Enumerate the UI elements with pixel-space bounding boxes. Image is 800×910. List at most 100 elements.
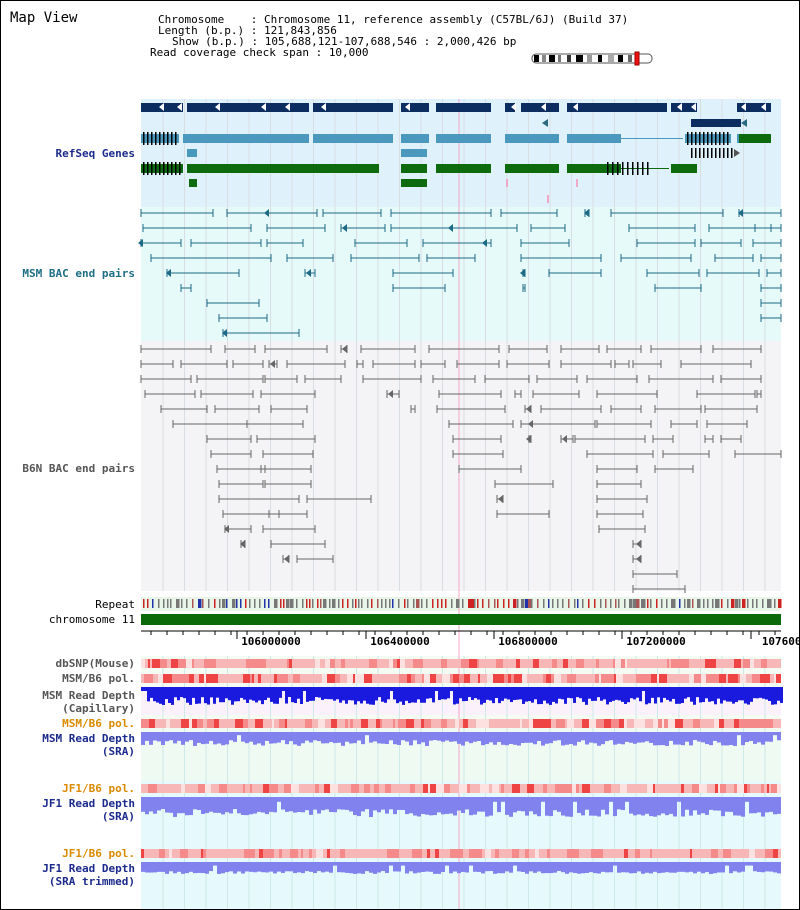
repeat-element[interactable] [552, 599, 554, 608]
jf1-b6-pol-segment[interactable] [545, 784, 547, 793]
dbsnp-segment[interactable] [148, 659, 150, 668]
jf1-b6-pol-segment[interactable] [718, 784, 720, 793]
jf1-depth-sra-bar[interactable] [389, 797, 393, 810]
jf1-b6-pol-segment[interactable] [565, 784, 572, 793]
msm-bac-arrow[interactable] [448, 224, 453, 232]
jf1-depth-trimmed-bar[interactable] [449, 862, 453, 874]
msm-bac-arrow[interactable] [138, 239, 143, 247]
msm-depth-capillary-bar[interactable] [261, 687, 264, 705]
msm-depth-sra-bar[interactable] [177, 732, 181, 741]
msm-b6-pol-segment[interactable] [736, 674, 738, 683]
jf1-depth-sra-bar[interactable] [301, 797, 305, 813]
jf1-b6-pol-2-segment[interactable] [711, 849, 718, 858]
msm-depth-capillary-bar[interactable] [588, 687, 591, 699]
jf1-depth-trimmed-bar[interactable] [701, 862, 705, 874]
jf1-b6-pol-segment[interactable] [413, 784, 415, 793]
msm-depth-sra-bar[interactable] [173, 732, 177, 744]
jf1-depth-trimmed-bar[interactable] [253, 862, 257, 873]
msm-depth-sra-bar[interactable] [245, 732, 249, 744]
jf1-depth-sra-bar[interactable] [409, 797, 413, 814]
msm-depth-sra-bar[interactable] [409, 732, 413, 746]
msm-b6-pol-segment[interactable] [189, 674, 194, 683]
jf1-depth-sra-bar[interactable] [733, 797, 737, 816]
jf1-depth-sra-bar[interactable] [517, 797, 521, 811]
msm-b6-pol-segment[interactable] [696, 674, 701, 683]
jf1-depth-trimmed-bar[interactable] [573, 862, 577, 873]
dbsnp-segment[interactable] [178, 659, 186, 668]
jf1-b6-pol-2-segment[interactable] [547, 849, 550, 858]
msm-depth-sra-bar[interactable] [685, 732, 689, 742]
jf1-depth-trimmed-bar[interactable] [373, 862, 377, 874]
msm-depth-sra-bar[interactable] [329, 732, 333, 743]
msm-depth-capillary-bar[interactable] [441, 687, 444, 700]
msm-depth-sra-bar[interactable] [333, 732, 337, 744]
repeat-element[interactable] [588, 599, 590, 608]
msm-depth-sra-bar[interactable] [421, 732, 425, 743]
jf1-depth-sra-bar[interactable] [277, 797, 281, 802]
jf1-depth-trimmed-bar[interactable] [337, 862, 341, 873]
msm-depth-sra-bar[interactable] [501, 732, 505, 745]
jf1-depth-trimmed-bar[interactable] [729, 862, 733, 874]
jf1-depth-trimmed-bar[interactable] [257, 862, 261, 872]
jf1-depth-trimmed-bar[interactable] [769, 862, 773, 872]
jf1-b6-pol-segment[interactable] [152, 784, 157, 793]
repeat-element[interactable] [421, 599, 423, 608]
msm-depth-sra-bar[interactable] [481, 732, 485, 746]
jf1-depth-sra-bar[interactable] [729, 797, 733, 812]
dbsnp-segment[interactable] [671, 659, 673, 668]
repeat-element[interactable] [525, 599, 529, 608]
msm-depth-capillary-bar[interactable] [633, 687, 636, 700]
msm-depth-sra-bar[interactable] [541, 732, 545, 746]
msm-depth-capillary-bar[interactable] [339, 687, 342, 703]
jf1-depth-sra-bar[interactable] [269, 797, 273, 812]
b6n-bac-arrow[interactable] [342, 345, 347, 353]
jf1-depth-trimmed-bar[interactable] [461, 862, 465, 872]
msm-b6-pol-2-segment[interactable] [441, 719, 447, 728]
msm-depth-capillary-bar[interactable] [558, 687, 561, 699]
msm-depth-sra-bar[interactable] [193, 732, 197, 746]
jf1-b6-pol-2-segment[interactable] [290, 849, 298, 858]
repeat-element[interactable] [661, 599, 663, 608]
jf1-depth-trimmed-bar[interactable] [777, 862, 781, 874]
msm-depth-capillary-bar[interactable] [444, 687, 447, 700]
msm-bac-arrow[interactable] [264, 209, 269, 217]
msm-depth-sra-bar[interactable] [693, 732, 697, 741]
repeat-element[interactable] [198, 599, 202, 608]
msm-depth-capillary-bar[interactable] [198, 687, 201, 704]
jf1-b6-pol-segment[interactable] [715, 784, 718, 793]
repeat-element[interactable] [770, 599, 772, 608]
msm-depth-capillary-bar[interactable] [150, 687, 153, 698]
msm-b6-pol-segment[interactable] [206, 674, 211, 683]
msm-b6-pol-segment[interactable] [603, 674, 608, 683]
msm-depth-capillary-bar[interactable] [402, 687, 405, 705]
repeat-element[interactable] [462, 599, 464, 608]
track-label-msm-read-depth-sra[interactable]: MSM Read Depth [42, 732, 135, 745]
msm-depth-capillary-bar[interactable] [483, 687, 486, 703]
msm-b6-pol-2-segment[interactable] [589, 719, 596, 728]
jf1-depth-sra-bar[interactable] [741, 797, 745, 817]
msm-b6-pol-segment[interactable] [293, 674, 300, 683]
dbsnp-segment[interactable] [679, 659, 682, 668]
msm-depth-capillary-bar[interactable] [528, 687, 531, 702]
jf1-b6-pol-segment[interactable] [250, 784, 252, 793]
track-label-jf1-read-depth-trimmed[interactable]: JF1 Read Depth [42, 862, 135, 875]
gene-green-exon[interactable] [141, 164, 183, 173]
msm-depth-capillary-bar[interactable] [591, 687, 594, 701]
jf1-b6-pol-segment[interactable] [444, 784, 450, 793]
dbsnp-segment[interactable] [171, 659, 178, 668]
msm-depth-capillary-bar[interactable] [378, 687, 381, 698]
msm-depth-capillary-bar[interactable] [396, 687, 399, 704]
jf1-depth-trimmed-bar[interactable] [325, 862, 329, 872]
jf1-depth-sra-bar[interactable] [421, 797, 425, 815]
msm-depth-sra-bar[interactable] [697, 732, 701, 742]
jf1-depth-trimmed-bar[interactable] [201, 862, 205, 874]
gene-green-exon[interactable] [401, 164, 427, 173]
jf1-b6-pol-2-segment[interactable] [476, 849, 482, 858]
msm-depth-sra-bar[interactable] [577, 732, 581, 742]
msm-b6-pol-segment[interactable] [199, 674, 204, 683]
msm-depth-sra-bar[interactable] [725, 732, 729, 746]
msm-depth-capillary-bar[interactable] [585, 687, 588, 705]
msm-b6-pol-2-segment[interactable] [739, 719, 744, 728]
jf1-b6-pol-segment[interactable] [681, 784, 684, 793]
repeat-element[interactable] [338, 599, 340, 608]
